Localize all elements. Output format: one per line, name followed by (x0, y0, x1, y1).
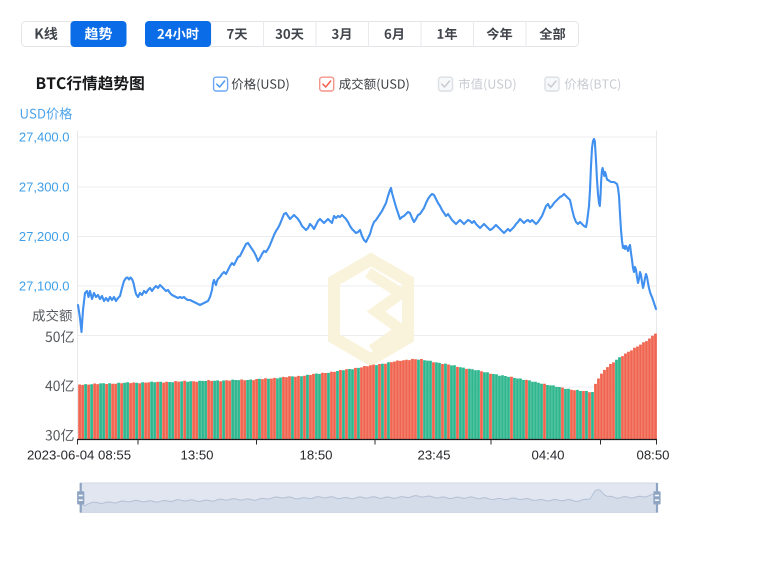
svg-text:27,400.0: 27,400.0 (19, 130, 70, 145)
svg-text:27,300.0: 27,300.0 (19, 180, 70, 195)
svg-text:08:50: 08:50 (636, 447, 669, 462)
svg-text:2023-06-04 08:55: 2023-06-04 08:55 (27, 447, 131, 462)
svg-text:27,100.0: 27,100.0 (19, 279, 70, 294)
svg-text:18:50: 18:50 (299, 447, 332, 462)
svg-text:27,200.0: 27,200.0 (19, 229, 70, 244)
svg-text:13:50: 13:50 (180, 447, 213, 462)
svg-text:04:40: 04:40 (531, 447, 564, 462)
svg-text:23:45: 23:45 (417, 447, 450, 462)
